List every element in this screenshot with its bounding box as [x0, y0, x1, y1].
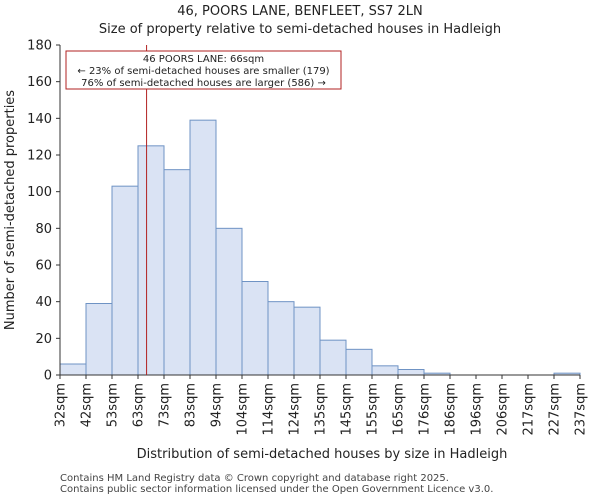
bar-124sqm — [293, 306, 321, 376]
x-tick-label: 176sqm — [418, 383, 433, 436]
bar-42sqm — [85, 303, 113, 376]
x-tick-label: 83sqm — [184, 383, 199, 427]
x-tick-label: 104sqm — [236, 383, 251, 436]
x-tick-label: 63sqm — [132, 383, 147, 427]
bar-165sqm — [397, 369, 425, 376]
bar-155sqm — [371, 365, 399, 376]
y-tick-label: 120 — [27, 149, 52, 164]
annotation-line-3: 76% of semi-detached houses are larger (… — [81, 78, 326, 89]
x-tick-label: 135sqm — [314, 383, 329, 436]
y-tick-label: 0 — [44, 369, 52, 384]
x-tick-label: 124sqm — [288, 383, 303, 436]
x-tick-label: 196sqm — [470, 383, 485, 436]
chart-title-address: 46, POORS LANE, BENFLEET, SS7 2LN — [177, 4, 423, 19]
bar-53sqm — [111, 185, 139, 376]
x-tick-label: 217sqm — [522, 383, 537, 436]
x-tick-label: 165sqm — [392, 383, 407, 436]
bar-94sqm — [215, 227, 243, 376]
x-tick-label: 32sqm — [54, 383, 69, 427]
footer-copyright: Contains HM Land Registry data © Crown c… — [60, 473, 449, 484]
bar-73sqm — [163, 169, 191, 376]
y-axis-label: Number of semi-detached properties — [3, 90, 18, 330]
y-tick-label: 80 — [35, 222, 52, 237]
x-tick-label: 42sqm — [80, 383, 95, 427]
x-tick-label: 206sqm — [496, 383, 511, 436]
x-tick-label: 155sqm — [366, 383, 381, 436]
x-tick-label: 227sqm — [548, 383, 563, 436]
x-tick-label: 73sqm — [158, 383, 173, 427]
y-tick-label: 180 — [27, 39, 52, 54]
y-tick-label: 140 — [27, 112, 52, 127]
x-axis: 32sqm 42sqm 53sqm 63sqm 73sqm 83sqm 94sqm 104sq… — [54, 374, 589, 436]
x-tick-label: 114sqm — [262, 383, 277, 436]
annotation-line-1: 46 POORS LANE: 66sqm — [143, 54, 264, 65]
annotation-line-2: ← 23% of semi-detached houses are smalle… — [77, 66, 329, 77]
y-tick-label: 160 — [27, 75, 52, 90]
bar-135sqm — [319, 339, 347, 376]
bar-83sqm — [189, 119, 217, 376]
y-tick-label: 40 — [35, 295, 52, 310]
y-tick-label: 60 — [35, 259, 52, 274]
x-axis-label: Distribution of semi-detached houses by … — [137, 447, 508, 462]
y-tick-label: 100 — [27, 185, 52, 200]
chart-title: Size of property relative to semi-detach… — [98, 22, 502, 37]
annotation-box: 46 POORS LANE: 66sqm ← 23% of semi-detac… — [65, 50, 342, 90]
x-tick-label: 94sqm — [210, 383, 225, 427]
bar-114sqm — [267, 301, 295, 376]
y-axis: 0 20 40 60 80 100 120 140 160 180 — [27, 39, 61, 384]
x-tick-label: 145sqm — [340, 383, 355, 436]
x-tick-label: 186sqm — [444, 383, 459, 436]
bar-145sqm — [345, 348, 373, 376]
bar-63sqm — [137, 145, 165, 376]
x-tick-label: 237sqm — [574, 383, 589, 436]
bar-32sqm — [59, 363, 87, 376]
x-tick-label: 53sqm — [106, 383, 121, 427]
y-tick-label: 20 — [35, 332, 52, 347]
bar-104sqm — [241, 281, 269, 376]
bar-series — [59, 119, 581, 376]
footer-licence: Contains public sector information licen… — [60, 484, 494, 495]
histogram-chart: 0 20 40 60 80 100 120 140 160 180 32sqm 42sqm 53sqm… — [3, 39, 589, 463]
